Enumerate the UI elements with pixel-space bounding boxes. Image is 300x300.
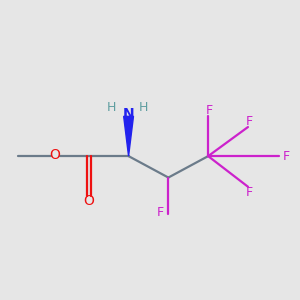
Text: F: F xyxy=(283,150,290,163)
Polygon shape xyxy=(124,116,134,156)
Text: F: F xyxy=(246,186,253,199)
Text: H: H xyxy=(139,100,148,114)
Text: H: H xyxy=(107,100,116,114)
Text: F: F xyxy=(206,104,213,117)
Text: O: O xyxy=(83,194,94,208)
Text: F: F xyxy=(157,206,164,219)
Text: O: O xyxy=(50,148,61,162)
Text: F: F xyxy=(246,115,253,128)
Text: N: N xyxy=(123,107,134,121)
